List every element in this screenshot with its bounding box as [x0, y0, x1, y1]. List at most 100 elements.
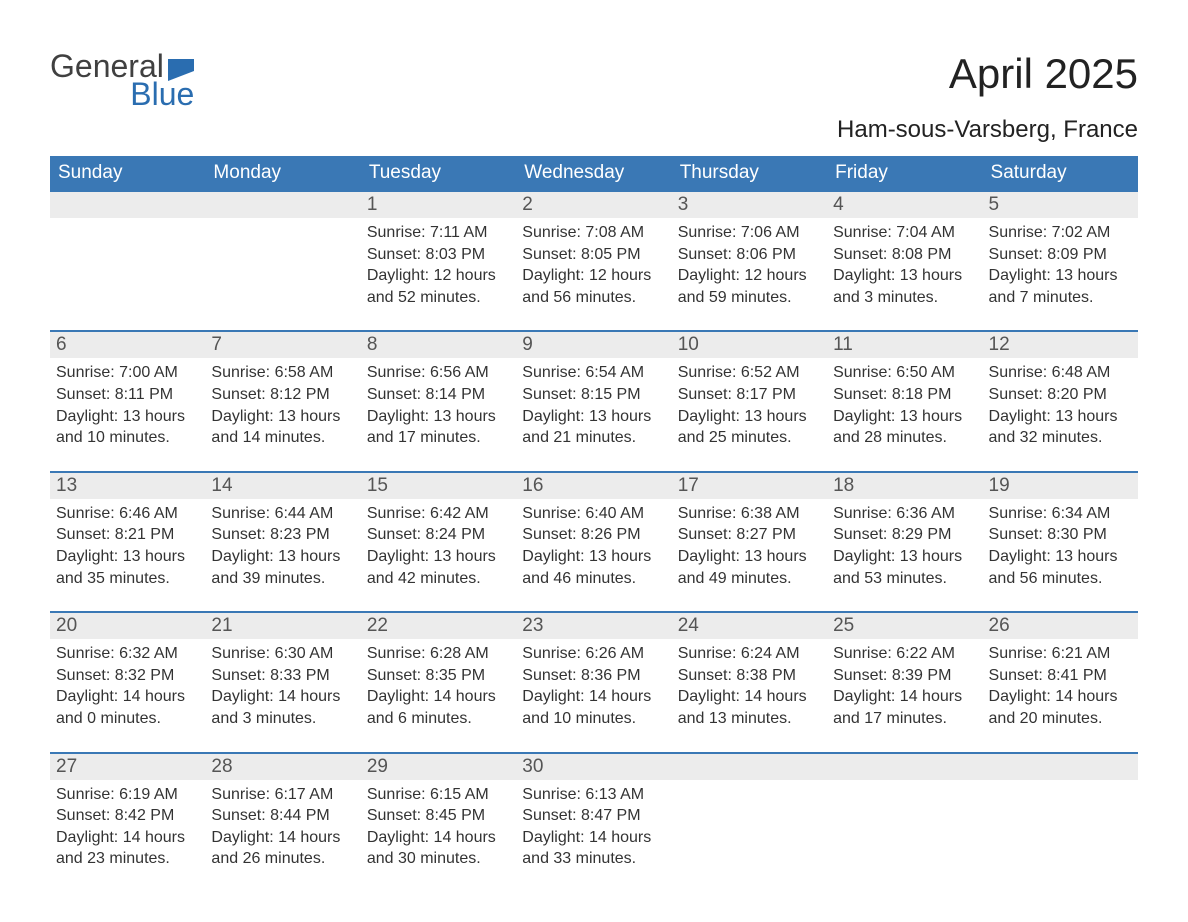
daylight-line: Daylight: 14 hours and 0 minutes.: [56, 686, 199, 729]
calendar-body: 12345 Sunrise: 7:11 AMSunset: 8:03 PMDay…: [50, 191, 1138, 892]
sunrise-line: Sunrise: 6:46 AM: [56, 503, 199, 525]
day-header: Friday: [827, 156, 982, 191]
daylight-line: Daylight: 14 hours and 3 minutes.: [211, 686, 354, 729]
calendar-table: SundayMondayTuesdayWednesdayThursdayFrid…: [50, 156, 1138, 892]
day-number-cell: 11: [827, 331, 982, 358]
calendar-header-row: SundayMondayTuesdayWednesdayThursdayFrid…: [50, 156, 1138, 191]
sunrise-line: Sunrise: 6:19 AM: [56, 784, 199, 806]
day-content-cell: Sunrise: 6:48 AMSunset: 8:20 PMDaylight:…: [983, 358, 1138, 471]
sunset-line: Sunset: 8:03 PM: [367, 244, 510, 266]
month-title: April 2025: [837, 50, 1138, 98]
daylight-line: Daylight: 13 hours and 49 minutes.: [678, 546, 821, 589]
sunrise-line: Sunrise: 6:34 AM: [989, 503, 1132, 525]
day-number-cell: 5: [983, 191, 1138, 218]
sunrise-line: Sunrise: 6:30 AM: [211, 643, 354, 665]
sunrise-line: Sunrise: 6:22 AM: [833, 643, 976, 665]
sunset-line: Sunset: 8:35 PM: [367, 665, 510, 687]
calendar-page: General Blue April 2025 Ham-sous-Varsber…: [0, 0, 1188, 922]
day-content-cell: Sunrise: 6:46 AMSunset: 8:21 PMDaylight:…: [50, 499, 205, 612]
day-content-cell: Sunrise: 6:58 AMSunset: 8:12 PMDaylight:…: [205, 358, 360, 471]
daylight-line: Daylight: 13 hours and 56 minutes.: [989, 546, 1132, 589]
week-number-row: 13141516171819: [50, 472, 1138, 499]
daylight-line: Daylight: 14 hours and 20 minutes.: [989, 686, 1132, 729]
day-content-cell: [827, 780, 982, 892]
day-number-cell: 27: [50, 753, 205, 780]
day-number-cell: [983, 753, 1138, 780]
week-number-row: 20212223242526: [50, 612, 1138, 639]
sunrise-line: Sunrise: 6:52 AM: [678, 362, 821, 384]
day-content-cell: Sunrise: 7:04 AMSunset: 8:08 PMDaylight:…: [827, 218, 982, 331]
page-header: General Blue April 2025 Ham-sous-Varsber…: [50, 50, 1138, 144]
sunrise-line: Sunrise: 6:24 AM: [678, 643, 821, 665]
day-content-cell: Sunrise: 6:24 AMSunset: 8:38 PMDaylight:…: [672, 639, 827, 752]
sunrise-line: Sunrise: 6:42 AM: [367, 503, 510, 525]
day-number-cell: 15: [361, 472, 516, 499]
day-content-cell: Sunrise: 6:54 AMSunset: 8:15 PMDaylight:…: [516, 358, 671, 471]
daylight-line: Daylight: 13 hours and 42 minutes.: [367, 546, 510, 589]
day-number-cell: 23: [516, 612, 671, 639]
title-block: April 2025 Ham-sous-Varsberg, France: [837, 50, 1138, 144]
day-content-cell: [983, 780, 1138, 892]
day-content-cell: Sunrise: 6:52 AMSunset: 8:17 PMDaylight:…: [672, 358, 827, 471]
day-content-cell: Sunrise: 7:02 AMSunset: 8:09 PMDaylight:…: [983, 218, 1138, 331]
day-number-cell: [205, 191, 360, 218]
sunrise-line: Sunrise: 6:15 AM: [367, 784, 510, 806]
day-header: Sunday: [50, 156, 205, 191]
day-number-cell: 6: [50, 331, 205, 358]
day-number-cell: 2: [516, 191, 671, 218]
day-number-cell: 8: [361, 331, 516, 358]
sunset-line: Sunset: 8:38 PM: [678, 665, 821, 687]
day-number-cell: 19: [983, 472, 1138, 499]
week-content-row: Sunrise: 6:32 AMSunset: 8:32 PMDaylight:…: [50, 639, 1138, 752]
day-number-cell: 24: [672, 612, 827, 639]
day-content-cell: Sunrise: 6:13 AMSunset: 8:47 PMDaylight:…: [516, 780, 671, 892]
day-content-cell: Sunrise: 7:08 AMSunset: 8:05 PMDaylight:…: [516, 218, 671, 331]
sunset-line: Sunset: 8:27 PM: [678, 524, 821, 546]
sunset-line: Sunset: 8:05 PM: [522, 244, 665, 266]
sunset-line: Sunset: 8:32 PM: [56, 665, 199, 687]
week-content-row: Sunrise: 6:19 AMSunset: 8:42 PMDaylight:…: [50, 780, 1138, 892]
day-number-cell: 10: [672, 331, 827, 358]
day-number-cell: 21: [205, 612, 360, 639]
daylight-line: Daylight: 14 hours and 23 minutes.: [56, 827, 199, 870]
day-number-cell: 4: [827, 191, 982, 218]
sunset-line: Sunset: 8:09 PM: [989, 244, 1132, 266]
sunrise-line: Sunrise: 6:26 AM: [522, 643, 665, 665]
sunrise-line: Sunrise: 6:54 AM: [522, 362, 665, 384]
sunrise-line: Sunrise: 6:36 AM: [833, 503, 976, 525]
day-content-cell: Sunrise: 6:38 AMSunset: 8:27 PMDaylight:…: [672, 499, 827, 612]
daylight-line: Daylight: 14 hours and 6 minutes.: [367, 686, 510, 729]
day-content-cell: Sunrise: 6:28 AMSunset: 8:35 PMDaylight:…: [361, 639, 516, 752]
day-number-cell: [827, 753, 982, 780]
day-number-cell: 13: [50, 472, 205, 499]
daylight-line: Daylight: 13 hours and 46 minutes.: [522, 546, 665, 589]
daylight-line: Daylight: 13 hours and 39 minutes.: [211, 546, 354, 589]
day-content-cell: Sunrise: 6:32 AMSunset: 8:32 PMDaylight:…: [50, 639, 205, 752]
sunset-line: Sunset: 8:12 PM: [211, 384, 354, 406]
sunrise-line: Sunrise: 6:17 AM: [211, 784, 354, 806]
day-number-cell: 18: [827, 472, 982, 499]
day-content-cell: Sunrise: 6:26 AMSunset: 8:36 PMDaylight:…: [516, 639, 671, 752]
day-content-cell: Sunrise: 6:44 AMSunset: 8:23 PMDaylight:…: [205, 499, 360, 612]
day-header: Saturday: [983, 156, 1138, 191]
day-header: Monday: [205, 156, 360, 191]
day-number-cell: 7: [205, 331, 360, 358]
day-number-cell: 16: [516, 472, 671, 499]
sunrise-line: Sunrise: 6:56 AM: [367, 362, 510, 384]
day-content-cell: Sunrise: 6:40 AMSunset: 8:26 PMDaylight:…: [516, 499, 671, 612]
day-number-cell: 25: [827, 612, 982, 639]
sunrise-line: Sunrise: 6:48 AM: [989, 362, 1132, 384]
week-content-row: Sunrise: 7:00 AMSunset: 8:11 PMDaylight:…: [50, 358, 1138, 471]
day-number-cell: 22: [361, 612, 516, 639]
sunrise-line: Sunrise: 6:38 AM: [678, 503, 821, 525]
sunset-line: Sunset: 8:20 PM: [989, 384, 1132, 406]
sunrise-line: Sunrise: 6:58 AM: [211, 362, 354, 384]
sunset-line: Sunset: 8:45 PM: [367, 805, 510, 827]
daylight-line: Daylight: 13 hours and 14 minutes.: [211, 406, 354, 449]
sunset-line: Sunset: 8:33 PM: [211, 665, 354, 687]
daylight-line: Daylight: 13 hours and 17 minutes.: [367, 406, 510, 449]
sunrise-line: Sunrise: 6:13 AM: [522, 784, 665, 806]
sunset-line: Sunset: 8:47 PM: [522, 805, 665, 827]
day-number-cell: 26: [983, 612, 1138, 639]
daylight-line: Daylight: 14 hours and 26 minutes.: [211, 827, 354, 870]
